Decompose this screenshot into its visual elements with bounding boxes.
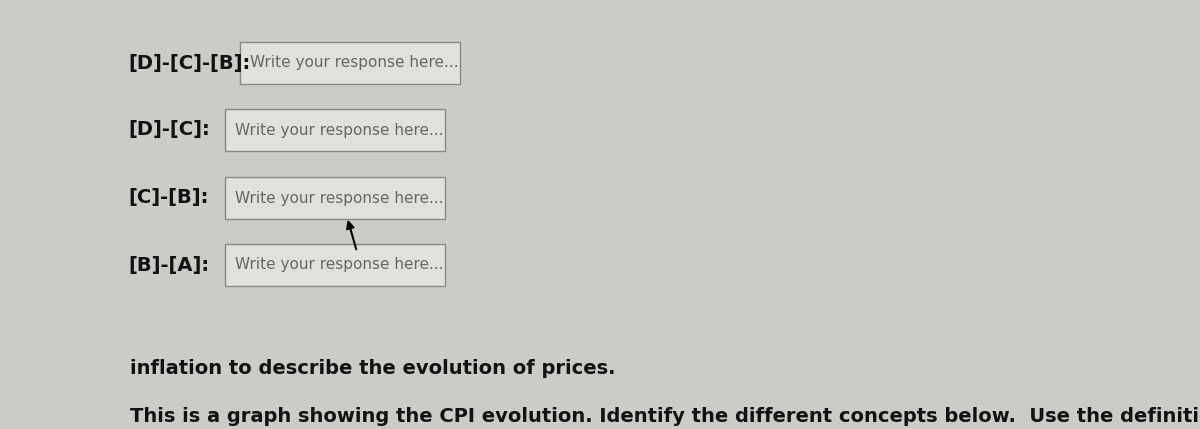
Bar xyxy=(226,109,445,151)
Text: [C]-[B]:: [C]-[B]: xyxy=(128,188,209,208)
Text: [D]-[C]-[B]:: [D]-[C]-[B]: xyxy=(128,54,251,73)
Bar xyxy=(240,42,460,84)
Bar xyxy=(226,177,445,219)
Text: [B]-[A]:: [B]-[A]: xyxy=(128,256,209,275)
Text: Write your response here...: Write your response here... xyxy=(235,123,444,138)
Text: This is a graph showing the CPI evolution. Identify the different concepts below: This is a graph showing the CPI evolutio… xyxy=(130,407,1200,426)
Text: Write your response here...: Write your response here... xyxy=(235,190,444,205)
Text: Write your response here...: Write your response here... xyxy=(235,257,444,272)
Text: Write your response here...: Write your response here... xyxy=(250,55,458,70)
Bar xyxy=(226,244,445,286)
Text: [D]-[C]:: [D]-[C]: xyxy=(128,121,210,139)
Text: inflation to describe the evolution of prices.: inflation to describe the evolution of p… xyxy=(130,359,616,378)
